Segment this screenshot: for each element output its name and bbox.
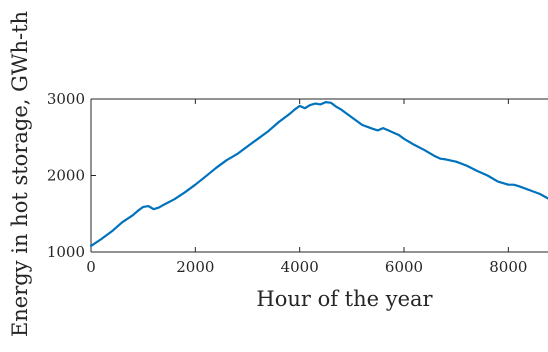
plot-area [89, 101, 548, 247]
axes: 0 2000 4000 6000 8000 1000 2000 3000 [47, 90, 548, 276]
x-tick-label: 2000 [176, 258, 214, 276]
series-line [89, 101, 548, 247]
x-tick-label: 0 [86, 258, 96, 276]
y-axis-label: Energy in hot storage, GWh-th [8, 11, 32, 337]
x-tick-label: 8000 [489, 258, 527, 276]
y-tick-label: 1000 [47, 243, 85, 261]
y-tick-label: 2000 [47, 167, 85, 185]
x-axis-label: Hour of the year [256, 287, 433, 311]
y-tick-label: 3000 [47, 90, 85, 108]
x-tick-label: 4000 [281, 258, 319, 276]
x-tick-label: 6000 [385, 258, 423, 276]
